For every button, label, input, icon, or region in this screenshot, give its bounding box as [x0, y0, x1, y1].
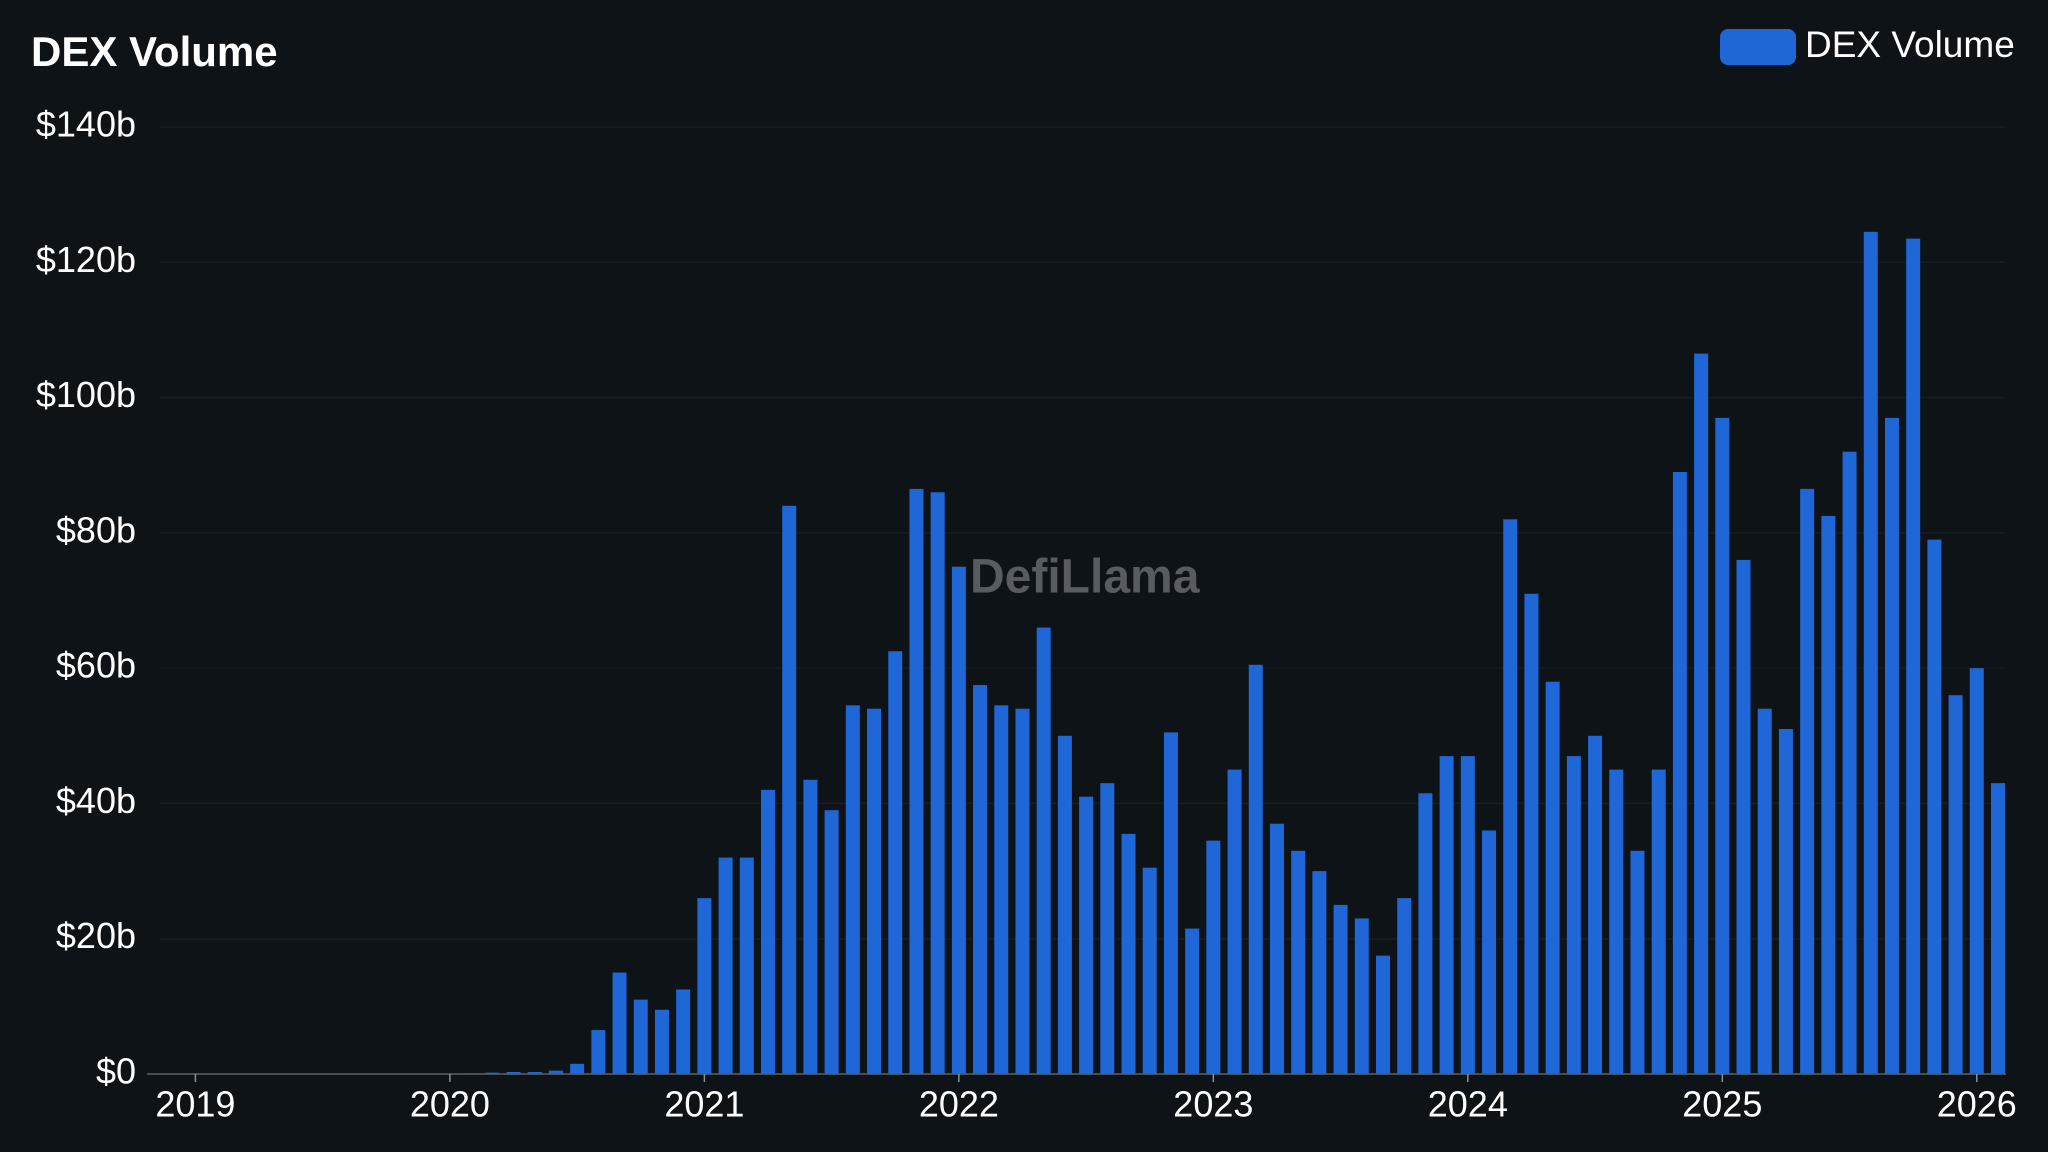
bar	[1248, 664, 1263, 1074]
bar	[1991, 783, 2005, 1074]
bar	[1418, 793, 1433, 1074]
bar	[867, 708, 882, 1074]
bar	[951, 566, 966, 1074]
bar	[654, 1009, 669, 1074]
bar	[1778, 729, 1793, 1074]
bar	[676, 989, 691, 1074]
x-tick-label: 2022	[919, 1084, 999, 1125]
bar	[782, 505, 797, 1074]
bar	[1397, 898, 1412, 1074]
bar	[824, 810, 839, 1074]
bar	[527, 1071, 542, 1074]
bar	[761, 789, 775, 1074]
bar	[994, 705, 1009, 1074]
bar	[930, 492, 945, 1074]
bar	[1821, 515, 1836, 1074]
bar	[1948, 695, 1963, 1074]
bar	[803, 779, 818, 1074]
bar	[570, 1063, 585, 1074]
bar	[506, 1071, 521, 1074]
bar	[1206, 840, 1221, 1074]
bar	[1163, 732, 1178, 1074]
bar	[1227, 769, 1242, 1074]
x-tick-label: 2020	[410, 1084, 490, 1125]
y-tick-label: $60b	[56, 645, 136, 686]
bar	[1588, 735, 1603, 1074]
bar	[1036, 627, 1051, 1074]
bar	[1545, 681, 1560, 1074]
legend-swatch	[1720, 29, 1796, 65]
bar	[1482, 830, 1497, 1074]
bar	[1884, 417, 1899, 1075]
bar	[1630, 850, 1645, 1074]
bar	[845, 705, 860, 1074]
bar	[739, 857, 754, 1074]
y-tick-label: $140b	[36, 104, 136, 145]
bar	[1079, 796, 1094, 1074]
bar	[1757, 708, 1772, 1074]
bar	[591, 1030, 606, 1074]
bar	[1503, 519, 1518, 1074]
bar	[1566, 756, 1581, 1074]
y-tick-label: $40b	[56, 780, 136, 821]
bar	[1312, 871, 1327, 1074]
bar	[973, 685, 988, 1074]
bar	[1100, 783, 1115, 1074]
bar	[1333, 904, 1348, 1074]
watermark: DefiLlama	[970, 551, 1200, 604]
bar	[909, 488, 924, 1074]
y-tick-label: $20b	[56, 915, 136, 956]
bar	[612, 972, 627, 1074]
bar	[1969, 668, 1984, 1074]
bar	[1524, 593, 1539, 1074]
bar	[1609, 769, 1624, 1074]
bar	[464, 1073, 479, 1074]
bar	[1863, 231, 1878, 1074]
bar	[1015, 708, 1030, 1074]
x-tick-label: 2025	[1682, 1084, 1762, 1125]
bar	[1651, 769, 1666, 1074]
bar	[1460, 756, 1475, 1074]
y-tick-label: $80b	[56, 509, 136, 550]
bar	[1439, 756, 1454, 1074]
bar	[1736, 559, 1751, 1074]
bar	[1269, 823, 1284, 1074]
x-tick-label: 2019	[155, 1084, 235, 1125]
bar	[485, 1072, 500, 1074]
bar	[1842, 451, 1857, 1075]
bar	[1927, 539, 1942, 1074]
chart-title: DEX Volume	[31, 28, 278, 75]
bar	[1354, 918, 1369, 1074]
x-tick-label: 2024	[1428, 1084, 1508, 1125]
bar	[1694, 353, 1709, 1074]
bar	[1672, 471, 1687, 1074]
bar	[697, 898, 712, 1074]
y-tick-label: $100b	[36, 374, 136, 415]
bar	[1121, 833, 1136, 1074]
bar	[633, 999, 648, 1074]
bar	[1057, 735, 1072, 1074]
legend-label: DEX Volume	[1805, 24, 2015, 65]
bar	[1376, 955, 1390, 1074]
bar	[1800, 488, 1815, 1074]
y-tick-label: $120b	[36, 239, 136, 280]
bar	[1291, 850, 1306, 1074]
bar	[1142, 867, 1157, 1074]
y-tick-label: $0	[96, 1051, 136, 1092]
x-tick-label: 2023	[1173, 1084, 1253, 1125]
bar	[1185, 928, 1200, 1074]
bar	[548, 1070, 563, 1074]
x-tick-label: 2021	[664, 1084, 744, 1125]
bar	[718, 857, 733, 1074]
bar	[1715, 417, 1730, 1075]
bar	[888, 651, 903, 1074]
x-tick-label: 2026	[1937, 1084, 2017, 1125]
bar	[1906, 238, 1921, 1074]
